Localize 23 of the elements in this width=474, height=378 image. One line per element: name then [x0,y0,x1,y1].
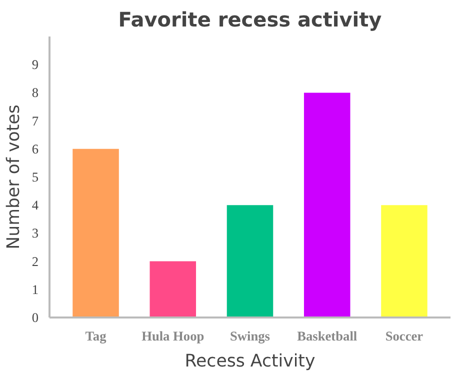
y-axis-title: Number of votes [4,104,24,250]
y-tick-label: 3 [32,226,39,241]
y-tick-label: 5 [32,170,39,184]
y-tick-label: 6 [32,141,39,156]
y-tick-label: 7 [32,113,39,128]
x-axis-title: Recess Activity [184,352,316,372]
y-tick-label: 1 [32,282,39,297]
x-tick-label: Tag [85,328,107,344]
bar [150,261,196,318]
x-tick-label: Hula Hoop [142,328,204,344]
bar [381,205,428,318]
y-tick-label: 8 [32,85,39,100]
chart-title: Favorite recess activity [118,8,382,32]
y-tick-label: 2 [32,254,39,269]
y-tick-label: 0 [32,310,39,325]
x-tick-label: Swings [230,328,270,344]
y-tick-label: 9 [32,57,39,72]
x-tick-label: Basketball [297,328,358,344]
bar [226,205,274,318]
y-tick-label: 4 [32,198,39,213]
x-tick-label: Soccer [385,328,424,344]
bar [304,92,350,318]
bar [72,148,119,318]
